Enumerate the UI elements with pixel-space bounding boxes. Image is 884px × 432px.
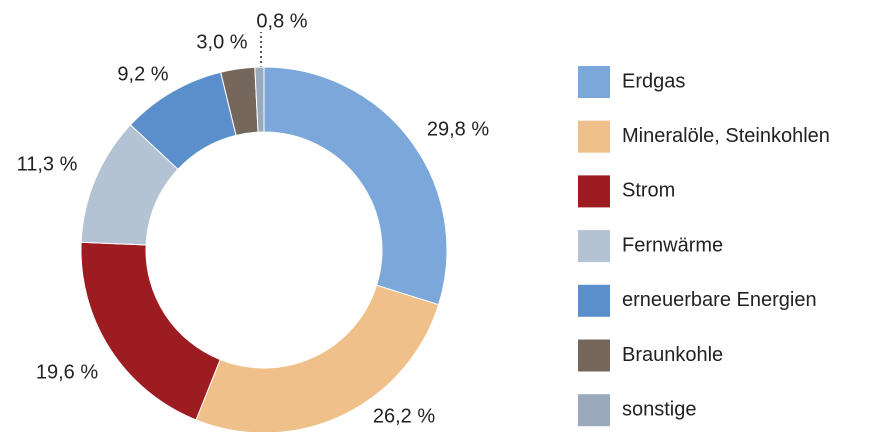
data-label: 19,6 % [36,361,98,383]
legend-swatch [578,339,610,372]
legend-label: Fernwärme [622,234,723,256]
legend-label: sonstige [622,398,697,420]
legend-swatch [578,394,610,427]
legend-label: Erdgas [622,70,685,92]
data-label: 11,3 % [17,153,78,175]
legend-label: Mineralöle, Steinkohlen [622,125,830,147]
legend-swatch [578,230,610,263]
legend-label: erneuerbare Energien [622,289,817,311]
donut-segment [80,241,221,421]
donut-segment [254,66,265,133]
legend-swatch [578,175,610,208]
data-label: 0,8 % [256,10,307,32]
data-label: 29,8 % [427,118,489,140]
data-label: 26,2 % [373,405,435,427]
legend-swatch [578,120,610,153]
legend-swatch [578,284,610,317]
legend-label: Braunkohle [622,344,723,366]
donut-segment [195,284,440,432]
data-label: 9,2 % [117,63,168,85]
legend-label: Strom [622,180,675,202]
legend-swatch [578,66,610,98]
data-label: 3,0 % [196,31,247,53]
donut-segment [263,66,448,306]
